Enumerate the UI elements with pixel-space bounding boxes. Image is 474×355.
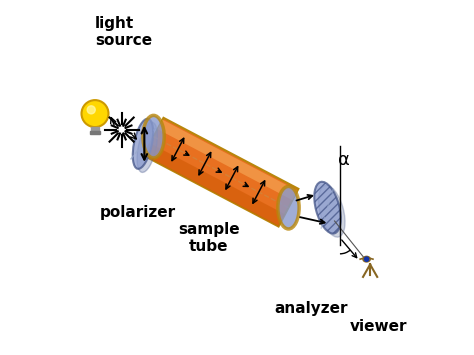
Ellipse shape	[133, 119, 153, 169]
Ellipse shape	[319, 185, 345, 237]
Text: sample
tube: sample tube	[178, 222, 239, 254]
Text: polarizer: polarizer	[100, 206, 176, 220]
Polygon shape	[144, 143, 285, 226]
Ellipse shape	[314, 182, 341, 234]
Bar	[91, 127, 99, 132]
Ellipse shape	[137, 122, 157, 173]
Text: analyzer: analyzer	[275, 301, 348, 316]
Text: α: α	[337, 151, 349, 169]
Text: light
source: light source	[95, 16, 152, 48]
Circle shape	[82, 100, 109, 127]
Polygon shape	[144, 118, 299, 226]
Polygon shape	[157, 120, 297, 200]
Ellipse shape	[363, 256, 370, 262]
Text: viewer: viewer	[350, 319, 408, 334]
Bar	[91, 131, 100, 134]
Circle shape	[87, 106, 95, 114]
Ellipse shape	[278, 186, 299, 229]
Circle shape	[365, 257, 369, 261]
Ellipse shape	[143, 115, 164, 158]
